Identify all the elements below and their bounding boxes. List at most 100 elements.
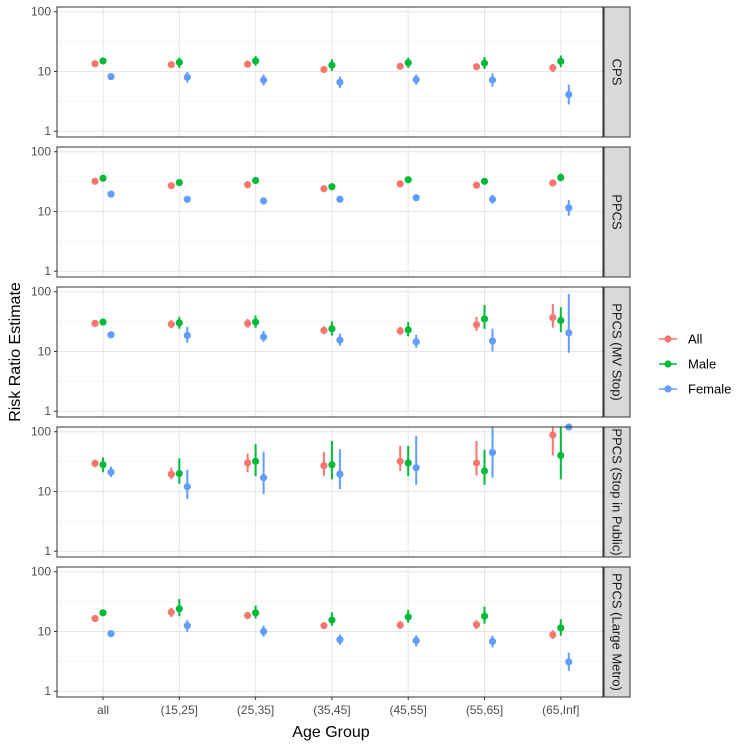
data-point: [328, 461, 336, 469]
data-point: [107, 468, 115, 476]
data-point: [412, 338, 420, 346]
x-tick-label: (55,65]: [466, 703, 503, 717]
data-point: [252, 318, 260, 326]
data-point: [472, 621, 481, 629]
facet-panel-0: 1 10 100 CPS: [31, 5, 631, 138]
data-point: [557, 451, 565, 460]
panel-border: [56, 566, 604, 698]
x-axis-title: Age Group: [292, 724, 369, 741]
data-point: [91, 177, 99, 185]
data-point: [99, 609, 107, 617]
facet-panel-1: 1 10 100 PPCS: [31, 145, 631, 278]
facet-strip: [603, 566, 631, 698]
data-point: [480, 315, 489, 323]
data-point: [328, 61, 336, 69]
data-point: [99, 174, 107, 182]
facet-strip: [603, 286, 631, 418]
data-point: [472, 181, 481, 189]
y-tick-label: 1: [44, 544, 51, 558]
data-point: [488, 637, 497, 646]
data-point: [91, 60, 99, 68]
facet-panel-3: 1 10 100 PPCS (Stop in Public): [31, 423, 631, 558]
data-point: [480, 59, 489, 67]
y-tick-label: 100: [31, 565, 51, 579]
panel-background: [57, 567, 603, 697]
data-point: [244, 611, 252, 620]
data-point: [412, 637, 420, 645]
y-tick-label: 100: [31, 425, 51, 439]
data-point: [557, 624, 565, 632]
y-tick-label: 1: [44, 124, 51, 138]
data-point: [167, 470, 175, 478]
data-point: [565, 329, 573, 337]
data-point: [252, 457, 260, 465]
data-point: [328, 325, 336, 333]
data-point: [167, 320, 175, 328]
data-point: [260, 627, 268, 636]
data-point: [472, 321, 481, 329]
data-point: [549, 313, 557, 322]
data-point: [91, 319, 99, 328]
data-point: [549, 631, 557, 639]
facet-strip-label: CPS: [610, 59, 625, 86]
legend-key-point: [664, 385, 672, 393]
facet-strip-label: PPCS (Large Metro): [610, 573, 625, 691]
facet-panel-2: 1 10 100 PPCS (MV Stop): [31, 285, 631, 418]
panel-background: [57, 427, 603, 557]
data-point: [404, 176, 412, 184]
y-tick-label: 1: [44, 264, 51, 278]
data-point: [260, 197, 268, 205]
data-point: [336, 470, 344, 478]
data-point: [107, 73, 115, 81]
facet-strip-label: PPCS (Stop in Public): [610, 428, 625, 555]
data-point: [472, 63, 481, 71]
data-point: [480, 612, 489, 620]
data-point: [175, 319, 183, 327]
data-point: [336, 195, 344, 203]
y-tick-label: 10: [38, 624, 52, 638]
data-point: [175, 469, 183, 478]
data-point: [328, 183, 336, 191]
y-tick-label: 100: [31, 5, 51, 19]
data-point: [320, 622, 328, 630]
data-point: [396, 327, 404, 335]
data-point: [167, 608, 175, 616]
data-point: [480, 177, 489, 185]
data-point: [557, 57, 565, 65]
data-point: [244, 181, 252, 189]
data-point: [167, 61, 175, 69]
data-point: [99, 461, 107, 469]
data-point: [557, 173, 565, 182]
x-tick-label: (35,45]: [313, 703, 350, 717]
data-point: [488, 76, 497, 84]
facet-strip-label: PPCS: [610, 194, 625, 230]
y-tick-label: 1: [44, 404, 51, 418]
data-point: [396, 457, 404, 465]
legend-key-point: [664, 360, 672, 368]
data-point: [557, 316, 565, 325]
facet-strip: [603, 426, 631, 558]
y-axis-title: Risk Ratio Estimate: [7, 282, 24, 422]
y-tick-label: 1: [44, 684, 51, 698]
data-point: [396, 621, 404, 629]
data-point: [549, 431, 557, 439]
data-point: [396, 180, 404, 188]
data-point: [488, 195, 497, 203]
facet-strip-label: PPCS (MV Stop): [610, 303, 625, 401]
data-point: [412, 76, 420, 84]
legend-label: Male: [688, 357, 716, 372]
y-tick-label: 10: [38, 204, 52, 218]
x-tick-label: (15,25]: [161, 703, 198, 717]
data-point: [336, 336, 344, 344]
data-point: [260, 474, 268, 482]
data-point: [549, 179, 557, 187]
panel-border: [56, 146, 604, 278]
y-tick-label: 100: [31, 285, 51, 299]
facet-panel-4: 1 10 100 PPCS (Large Metro): [31, 565, 631, 698]
data-point: [244, 60, 252, 68]
legend: All Male Female: [659, 332, 731, 397]
legend-label: Female: [688, 382, 731, 397]
